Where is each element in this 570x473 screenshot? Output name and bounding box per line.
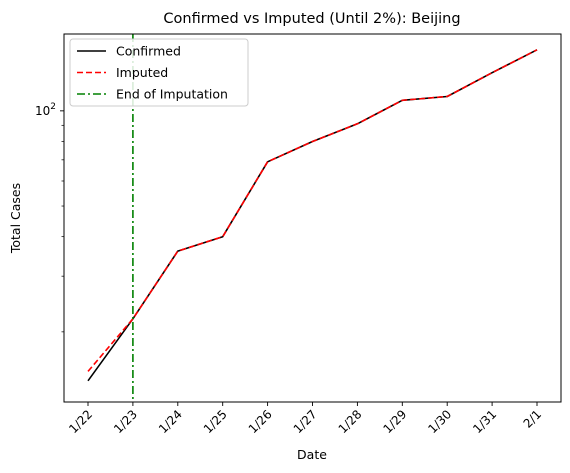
x-tick-label: 1/30 — [425, 407, 454, 436]
y-tick-label: 102 — [35, 102, 56, 118]
series-layer — [87, 34, 538, 402]
x-tick-label: 1/24 — [156, 407, 185, 436]
x-tick-label: 1/28 — [336, 407, 365, 436]
x-tick-label: 1/25 — [201, 407, 230, 436]
x-tick-label: 1/31 — [470, 407, 499, 436]
series-line-imputed — [87, 49, 538, 372]
x-tick-label: 1/29 — [380, 407, 409, 436]
plot-frame — [63, 33, 562, 403]
x-axis: 1/22 1/23 1/24 1/25 1/26 1/27 1/28 1/29 1/30 1/31… — [66, 402, 544, 436]
legend: Confirmed Imputed End of Imputation — [69, 38, 249, 107]
x-tick-label: 1/23 — [111, 407, 140, 436]
x-tick-label: 1/27 — [291, 407, 320, 436]
x-axis-label: Date — [297, 447, 327, 462]
legend-label: End of Imputation — [116, 87, 228, 102]
x-tick-label: 2/1 — [521, 407, 545, 431]
legend-label: Imputed — [116, 65, 168, 80]
legend-box — [69, 38, 249, 107]
x-tick-label: 1/26 — [246, 407, 275, 436]
legend-label: Confirmed — [116, 44, 181, 59]
x-tick-label: 1/22 — [66, 407, 95, 436]
y-axis-label: Total Cases — [8, 183, 23, 254]
chart-title: Confirmed vs Imputed (Until 2%): Beijing — [163, 11, 460, 27]
y-axis: 102 — [35, 102, 64, 333]
